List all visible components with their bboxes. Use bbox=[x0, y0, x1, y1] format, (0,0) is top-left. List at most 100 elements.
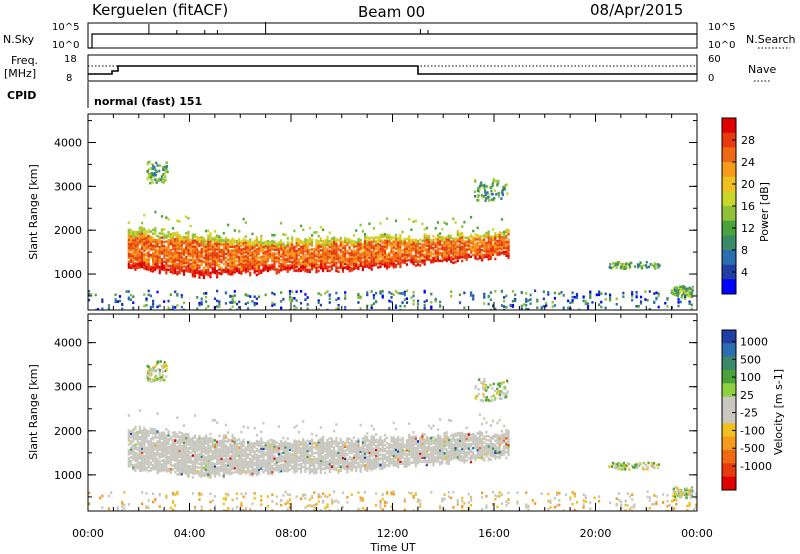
range-cell bbox=[136, 432, 139, 436]
range-cell bbox=[165, 248, 168, 251]
range-cell bbox=[562, 294, 565, 297]
range-cell bbox=[350, 255, 353, 258]
range-cell bbox=[430, 292, 433, 296]
range-cell bbox=[249, 273, 252, 277]
range-cell bbox=[410, 241, 413, 244]
range-cell bbox=[474, 233, 477, 236]
range-cell bbox=[284, 244, 287, 247]
range-cell bbox=[410, 242, 413, 246]
range-cell bbox=[500, 289, 504, 293]
range-cell bbox=[403, 290, 406, 294]
range-cell bbox=[240, 272, 243, 275]
range-cell bbox=[143, 460, 146, 464]
range-cell bbox=[182, 271, 186, 274]
range-cell bbox=[271, 470, 274, 474]
range-cell bbox=[403, 292, 406, 295]
range-cell bbox=[277, 444, 281, 448]
range-cell bbox=[198, 301, 201, 305]
range-cell bbox=[399, 292, 402, 295]
range-cell bbox=[257, 456, 261, 460]
range-cell bbox=[189, 445, 192, 449]
range-cell bbox=[209, 253, 212, 257]
range-cell bbox=[476, 257, 479, 261]
range-cell bbox=[335, 244, 338, 247]
range-cell bbox=[134, 437, 137, 441]
range-cell bbox=[308, 467, 311, 471]
range-cell bbox=[191, 261, 194, 264]
range-cell bbox=[209, 446, 212, 450]
range-cell bbox=[284, 254, 287, 257]
range-cell bbox=[381, 249, 384, 252]
range-cell bbox=[681, 286, 684, 290]
range-cell bbox=[187, 240, 190, 244]
range-cell bbox=[200, 249, 203, 253]
range-cell bbox=[156, 469, 159, 473]
range-cell bbox=[187, 268, 190, 271]
range-cell bbox=[443, 236, 446, 240]
range-cell bbox=[136, 256, 139, 260]
range-cell bbox=[330, 252, 334, 255]
range-cell bbox=[180, 460, 183, 464]
range-cell bbox=[260, 503, 263, 506]
range-cell bbox=[313, 231, 316, 234]
range-cell bbox=[313, 249, 316, 253]
range-cell bbox=[286, 459, 289, 463]
range-cell bbox=[189, 437, 192, 441]
y-tick-label: 2000 bbox=[54, 224, 82, 237]
range-cell bbox=[227, 472, 230, 475]
range-cell bbox=[213, 449, 217, 452]
range-cell bbox=[244, 293, 247, 297]
range-cell bbox=[520, 307, 523, 310]
range-cell bbox=[176, 243, 179, 246]
range-cell bbox=[689, 292, 692, 296]
range-cell bbox=[310, 262, 314, 265]
range-cell bbox=[182, 301, 186, 304]
range-cell bbox=[467, 240, 470, 243]
range-cell bbox=[145, 492, 148, 495]
range-cell bbox=[352, 263, 356, 267]
range-cell bbox=[346, 259, 349, 263]
range-cell bbox=[178, 467, 181, 470]
range-cell bbox=[288, 493, 292, 497]
range-cell bbox=[319, 257, 323, 260]
range-cell bbox=[277, 247, 281, 250]
range-cell bbox=[589, 296, 592, 300]
range-cell bbox=[178, 471, 181, 474]
range-cell bbox=[246, 242, 250, 245]
range-cell bbox=[196, 257, 199, 261]
range-cell bbox=[207, 467, 210, 470]
range-cell bbox=[189, 250, 192, 254]
range-cell bbox=[202, 466, 205, 470]
range-cell bbox=[412, 299, 415, 303]
range-cell bbox=[450, 246, 453, 250]
range-cell bbox=[410, 228, 413, 232]
range-cell bbox=[169, 258, 172, 262]
range-cell bbox=[291, 455, 294, 458]
range-cell bbox=[322, 228, 325, 232]
range-cell bbox=[171, 253, 175, 257]
range-cell bbox=[189, 268, 192, 272]
range-cell bbox=[189, 254, 192, 258]
range-cell bbox=[363, 237, 367, 241]
range-cell bbox=[507, 228, 510, 232]
range-cell bbox=[620, 263, 624, 266]
range-cell bbox=[147, 254, 150, 258]
range-cell bbox=[469, 233, 473, 237]
range-cell bbox=[149, 453, 153, 456]
range-cell bbox=[310, 234, 314, 237]
range-cell bbox=[522, 303, 526, 306]
range-cell bbox=[218, 434, 221, 438]
range-cell bbox=[264, 268, 267, 271]
range-cell bbox=[207, 457, 210, 460]
range-cell bbox=[202, 442, 205, 446]
range-cell bbox=[304, 442, 307, 446]
range-cell bbox=[439, 232, 442, 235]
range-cell bbox=[207, 246, 210, 249]
range-cell bbox=[187, 454, 190, 458]
range-cell bbox=[235, 445, 239, 448]
range-cell bbox=[335, 269, 338, 273]
range-cell bbox=[476, 251, 479, 255]
range-cell bbox=[295, 450, 298, 453]
range-cell bbox=[160, 265, 164, 269]
range-cell bbox=[280, 245, 283, 248]
